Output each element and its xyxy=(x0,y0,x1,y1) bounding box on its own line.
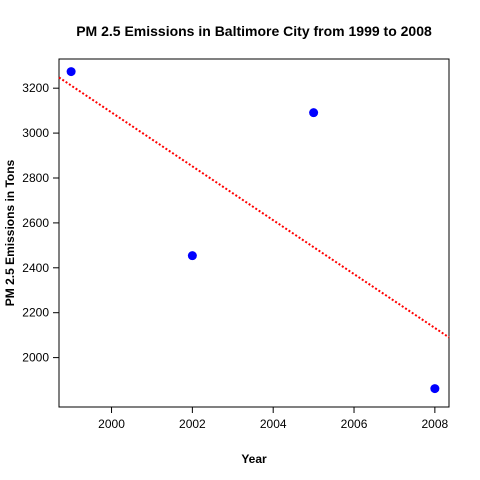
data-points-group xyxy=(66,67,440,394)
trend-line xyxy=(58,76,450,339)
x-axis-label: Year xyxy=(241,452,267,466)
data-point xyxy=(66,67,76,77)
y-axis: 2000 2200 2400 2600 2800 3000 3200 xyxy=(22,81,59,365)
x-tick-label: 2000 xyxy=(98,417,125,431)
data-point xyxy=(309,108,319,118)
y-tick-label: 3200 xyxy=(22,81,49,95)
y-tick-label: 2400 xyxy=(22,261,49,275)
x-tick-label: 2004 xyxy=(260,417,287,431)
x-axis: 2000 2002 2004 2006 2008 xyxy=(98,407,449,431)
y-tick-label: 2200 xyxy=(22,306,49,320)
chart-title: PM 2.5 Emissions in Baltimore City from … xyxy=(76,23,432,39)
x-tick-label: 2006 xyxy=(341,417,368,431)
y-tick-label: 2600 xyxy=(22,216,49,230)
data-point xyxy=(430,384,440,394)
plot-area-frame xyxy=(58,58,450,408)
data-point xyxy=(187,251,197,261)
y-tick-label: 2800 xyxy=(22,171,49,185)
x-tick-label: 2002 xyxy=(179,417,206,431)
trend-line-group xyxy=(58,76,450,339)
y-axis-label: PM 2.5 Emissions in Tons xyxy=(3,159,17,306)
x-tick-label: 2008 xyxy=(422,417,449,431)
y-tick-label: 2000 xyxy=(22,351,49,365)
y-tick-label: 3000 xyxy=(22,126,49,140)
